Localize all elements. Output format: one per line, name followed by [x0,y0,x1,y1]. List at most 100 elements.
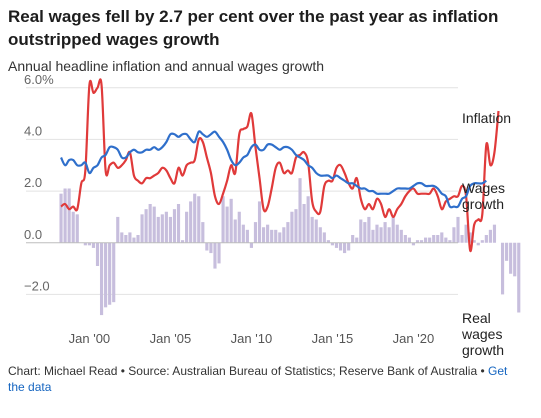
y-tick-label: 2.0 [24,175,42,190]
real-wages-bar [355,237,359,243]
real-wages-bar [108,242,112,305]
real-wages-bar [253,222,258,243]
real-wages-bar [229,198,233,243]
real-wages-bar [403,235,407,243]
real-wages-bar [302,204,306,243]
series-lines [60,78,500,253]
real-wages-bar [282,227,286,243]
real-wages-bar [148,204,152,243]
real-wages-bar [75,214,79,243]
real-wages-bar [91,242,96,248]
real-wages-bar [509,242,513,274]
wages-growth-line [60,130,487,209]
real-wages-bar [436,235,440,243]
wages-growth-label: Wages [462,180,505,196]
x-tick-label: Jan '20 [393,331,435,346]
footer-separator: • [120,364,125,378]
x-tick-label: Jan '05 [150,331,192,346]
real-wages-bar [367,216,371,243]
real-wages-bar [440,232,444,243]
real-wages-bar [209,242,213,254]
real-wages-bar [452,227,456,243]
y-tick-label: 0.0 [24,227,42,242]
real-wages-bar [338,242,343,251]
real-wages-bar [415,240,420,243]
real-wages-bar [318,227,322,243]
real-wages-bar [460,235,464,243]
real-wages-bar [83,242,87,246]
real-wages-bar [468,232,472,243]
real-wages-bar [71,211,75,243]
y-tick-label: 6.0% [24,72,54,87]
real-wages-bar [132,237,136,243]
wages-growth-label: growth [462,196,504,212]
real-wages-bar [95,242,100,266]
real-wages-bar [168,216,172,243]
real-wages-bar [488,229,492,243]
real-wages-bar [189,201,193,243]
real-wages-bar [379,227,383,243]
real-wages-bar [517,242,521,313]
real-wages-bar [266,224,270,243]
real-wages-bar [201,222,205,243]
chart-title: Real wages fell by 2.7 per cent over the… [8,7,499,49]
real-wages-bar [322,232,326,243]
real-wages-bar [270,229,274,243]
y-tick-label: −2.0 [24,278,50,293]
real-wages-bar [217,242,221,264]
real-wages-bar [185,211,189,243]
real-wages-bar [444,237,448,243]
real-wages-bar [104,242,108,308]
real-wages-bar [476,242,480,246]
real-wages-bar [172,209,177,243]
real-wages-bar [359,219,363,243]
real-wages-bar [371,229,375,243]
real-wages-bar [67,188,71,243]
real-wages-bar [306,196,310,243]
x-tick-label: Jan '00 [69,331,111,346]
real-wages-bar [164,211,168,243]
real-wages-growth-label: wages [461,326,502,342]
real-wages-bar [419,240,424,243]
real-wages-bar [249,242,254,248]
real-wages-bar [140,214,144,243]
real-wages-bar [399,229,403,243]
real-wages-bar [424,237,428,243]
real-wages-bar [472,240,476,243]
real-wages-bar [278,232,282,243]
real-wages-bar [257,201,262,243]
real-wages-bar [314,219,318,243]
real-wages-bar [500,242,505,295]
real-wages-bar [286,222,290,243]
real-wages-bar [298,178,302,243]
real-wages-bar [290,211,294,243]
real-wages-bar [375,224,379,243]
real-wages-bar [116,216,120,243]
real-wages-bar [99,242,104,316]
real-wages-bar [432,235,436,243]
x-axis-ticks: Jan '00 Jan '05 Jan '10 Jan '15 Jan '20 [69,331,435,346]
real-wages-bar [513,242,517,277]
footer-separator: • [480,364,485,378]
real-wages-bar [128,232,132,243]
real-wages-bar [225,206,229,243]
real-wages-bar [310,216,314,243]
real-wages-bar [124,235,128,243]
real-wages-bar [395,224,399,243]
real-wages-bar [156,216,160,243]
real-wages-bar [330,242,335,246]
y-axis-ticks: 6.0% 4.0 2.0 0.0 −2.0 [24,72,54,294]
real-wages-bar [245,229,249,243]
inflation-line [60,78,500,253]
real-wages-bar [205,242,209,251]
real-wages-bar [136,235,140,243]
real-wages-bar [383,222,387,243]
real-wages-bar [112,242,116,303]
real-wages-bar [347,242,351,251]
real-wages-bar [387,227,391,243]
real-wages-bar [484,235,488,243]
real-wages-bar [87,242,91,246]
get-the-data-link[interactable]: Get the data [8,364,508,394]
